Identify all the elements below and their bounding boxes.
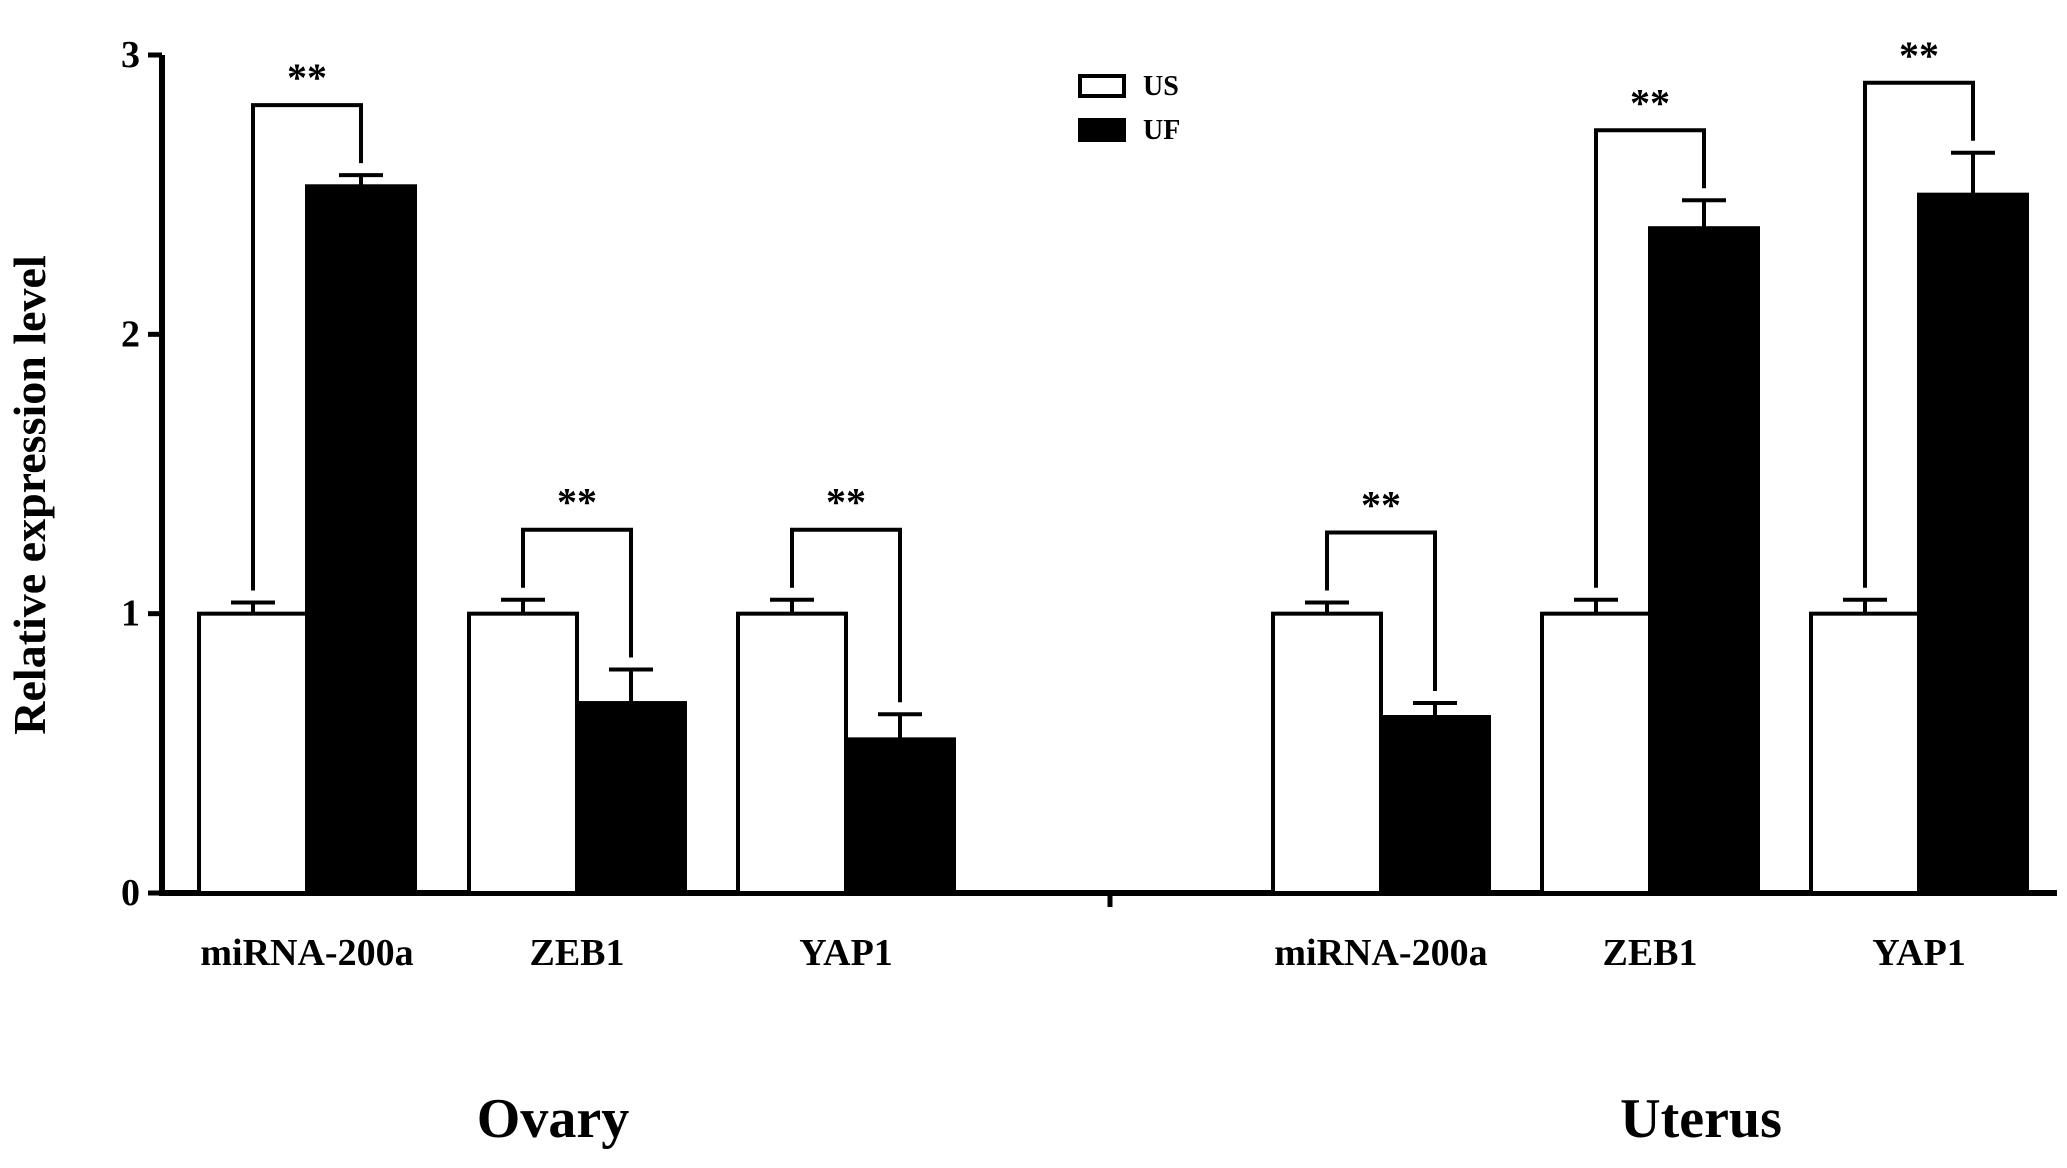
bar-uterus-mirna-200a-uf bbox=[1379, 715, 1491, 896]
significance-marker: ** bbox=[557, 480, 597, 525]
bar-ovary-yap1-uf bbox=[844, 737, 956, 895]
y-tick-label: 2 bbox=[121, 313, 140, 355]
bar-uterus-zeb1-uf bbox=[1648, 226, 1760, 896]
legend-label-us: US bbox=[1143, 71, 1179, 102]
y-tick-label: 1 bbox=[121, 593, 140, 635]
bar-ovary-mirna-200a-uf bbox=[305, 184, 417, 895]
significance-bracket bbox=[1594, 128, 1706, 588]
x-category-label: ZEB1 bbox=[1602, 932, 1697, 974]
significance-bracket bbox=[521, 527, 633, 658]
significance-marker: ** bbox=[1361, 482, 1401, 527]
y-tick-label: 0 bbox=[121, 872, 140, 914]
bar-ovary-zeb1-uf bbox=[575, 701, 687, 896]
bar-uterus-yap1-uf bbox=[1917, 192, 2029, 895]
x-category-label: miRNA-200a bbox=[1274, 932, 1487, 974]
significance-annotations: ** ** ** ** ** ** bbox=[251, 33, 1975, 703]
bars bbox=[197, 150, 2029, 896]
significance-marker: ** bbox=[1630, 80, 1670, 125]
bar-uterus-mirna-200a-us bbox=[1271, 611, 1383, 896]
legend: US UF bbox=[1078, 71, 1180, 146]
significance-marker: ** bbox=[1899, 33, 1939, 78]
y-axis-label: Relative expression level bbox=[4, 255, 55, 735]
bar-ovary-zeb1-us bbox=[467, 611, 579, 896]
bar-ovary-yap1-us bbox=[736, 611, 848, 896]
group-label: Uterus bbox=[1620, 1088, 1782, 1150]
x-category-label: YAP1 bbox=[1872, 932, 1966, 974]
significance-bracket bbox=[1863, 80, 1975, 588]
legend-label-uf: UF bbox=[1143, 115, 1180, 146]
significance-bracket bbox=[1325, 530, 1437, 692]
x-category-label: miRNA-200a bbox=[200, 932, 413, 974]
x-category-label: YAP1 bbox=[799, 932, 893, 974]
y-tick-label: 3 bbox=[121, 34, 140, 76]
significance-bracket bbox=[790, 527, 902, 703]
group-label: Ovary bbox=[477, 1088, 629, 1150]
significance-marker: ** bbox=[287, 55, 327, 100]
significance-bracket bbox=[251, 103, 363, 591]
legend-swatch-us bbox=[1078, 74, 1126, 98]
significance-marker: ** bbox=[826, 480, 866, 525]
x-category-label: ZEB1 bbox=[529, 932, 624, 974]
legend-swatch-uf bbox=[1078, 118, 1126, 142]
bar-uterus-yap1-us bbox=[1809, 611, 1921, 896]
bar-uterus-zeb1-us bbox=[1540, 611, 1652, 896]
bar-ovary-mirna-200a-us bbox=[197, 611, 309, 896]
